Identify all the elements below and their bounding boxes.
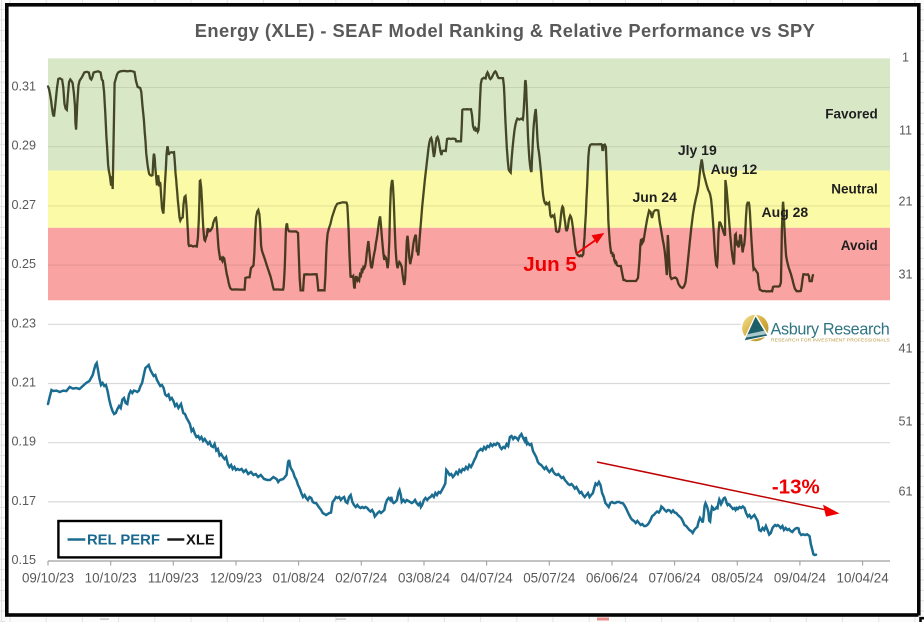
svg-text:09/10/23: 09/10/23 [22,570,74,585]
svg-text:XLE: XLE [186,533,215,549]
svg-text:Aug 12: Aug 12 [711,161,758,177]
svg-text:REL PERF: REL PERF [87,533,160,549]
svg-text:11/09/23: 11/09/23 [148,570,199,585]
svg-text:RESEARCH FOR INVESTMENT PROFES: RESEARCH FOR INVESTMENT PROFESSIONALS [771,337,890,343]
svg-text:1: 1 [902,51,909,65]
svg-text:0.25: 0.25 [11,257,36,271]
svg-text:0.31: 0.31 [11,80,36,94]
svg-text:12/09/23: 12/09/23 [210,570,262,585]
svg-text:03/08/24: 03/08/24 [398,570,451,585]
svg-text:0.19: 0.19 [11,435,36,449]
svg-text:06/06/24: 06/06/24 [586,570,639,585]
svg-text:0.23: 0.23 [11,316,36,330]
svg-text:10/10/23: 10/10/23 [85,570,137,585]
svg-text:05/07/24: 05/07/24 [523,570,576,585]
svg-text:0.27: 0.27 [11,198,36,212]
svg-text:01/08/24: 01/08/24 [273,570,326,585]
svg-text:0.15: 0.15 [11,553,36,567]
svg-text:Asbury Research: Asbury Research [771,320,890,338]
svg-text:08/05/24: 08/05/24 [711,570,764,585]
svg-text:31: 31 [898,268,912,282]
svg-text:0.29: 0.29 [11,139,36,153]
svg-text:Aug 28: Aug 28 [762,204,809,220]
svg-text:10/04/24: 10/04/24 [837,570,890,585]
svg-text:Favored: Favored [825,107,878,122]
svg-text:11: 11 [899,124,912,138]
svg-text:Neutral: Neutral [831,182,878,197]
svg-text:04/07/24: 04/07/24 [461,570,514,585]
svg-text:Avoid: Avoid [841,238,878,253]
svg-text:0.21: 0.21 [11,376,36,390]
svg-text:41: 41 [898,342,912,356]
svg-text:61: 61 [898,485,912,499]
svg-text:Jly 19: Jly 19 [678,142,717,158]
svg-text:02/07/24: 02/07/24 [335,570,388,585]
svg-text:Jun 24: Jun 24 [633,189,678,205]
svg-text:09/04/24: 09/04/24 [774,570,827,585]
svg-text:21: 21 [898,195,912,209]
svg-text:Jun 5: Jun 5 [523,253,577,276]
svg-text:0.17: 0.17 [11,494,36,508]
svg-text:-13%: -13% [772,476,820,499]
svg-text:Energy (XLE) - SEAF Model Rank: Energy (XLE) - SEAF Model Ranking & Rela… [195,20,816,41]
svg-text:07/06/24: 07/06/24 [649,570,702,585]
svg-text:51: 51 [898,415,912,429]
